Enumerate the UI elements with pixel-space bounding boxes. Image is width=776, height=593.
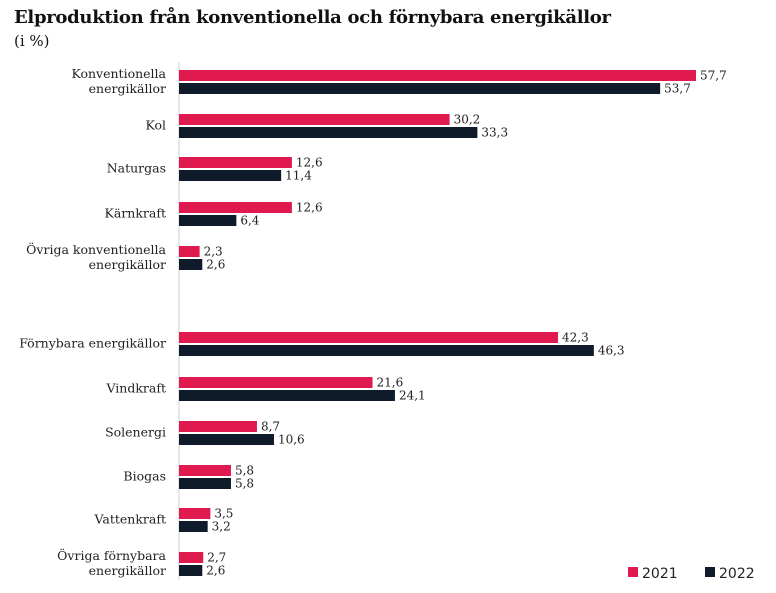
category-label: Övriga konventionella: [26, 241, 166, 257]
category-label: Solenergi: [105, 425, 166, 440]
data-label-2021: 57,7: [700, 69, 727, 83]
data-label-2021: 12,6: [296, 156, 323, 170]
bar-2021: [179, 246, 200, 257]
data-label-2022: 33,3: [481, 126, 508, 140]
category-label: Kärnkraft: [105, 206, 166, 221]
data-label-2021: 2,7: [207, 551, 226, 565]
bar-2021: [179, 202, 292, 213]
chart-title: Elproduktion från konventionella och för…: [14, 7, 611, 28]
category-label: Övriga förnybara: [57, 547, 166, 563]
category-label: energikällor: [89, 81, 166, 96]
data-label-2021: 30,2: [454, 113, 481, 127]
data-label-2021: 3,5: [214, 507, 233, 521]
data-label-2022: 10,6: [278, 433, 305, 447]
bar-2021: [179, 377, 373, 388]
legend-label-2021: 2021: [642, 566, 678, 582]
bar-2021: [179, 157, 292, 168]
bar-2021: [179, 508, 211, 519]
bar-2021: [179, 114, 450, 125]
category-label: energikällor: [89, 257, 166, 272]
bar-2022: [179, 521, 208, 532]
data-label-2022: 53,7: [664, 82, 691, 96]
category-label: Naturgas: [107, 161, 166, 176]
bar-2022: [179, 127, 478, 138]
bar-2022: [179, 345, 594, 356]
bar-2021: [179, 70, 696, 81]
chart-subtitle: (i %): [14, 32, 50, 50]
bar-2022: [179, 170, 282, 181]
data-label-2022: 3,2: [212, 520, 231, 534]
data-label-2021: 21,6: [377, 376, 404, 390]
legend-swatch-2022: [705, 567, 715, 577]
bar-2022: [179, 390, 395, 401]
bar-2022: [179, 215, 237, 226]
bar-2021: [179, 332, 559, 343]
bar-2022: [179, 259, 203, 270]
category-label: Vindkraft: [105, 381, 166, 396]
data-label-2021: 2,3: [204, 245, 223, 259]
bar-2021: [179, 552, 204, 563]
category-label: energikällor: [89, 563, 166, 578]
data-label-2021: 12,6: [296, 201, 323, 215]
data-label-2022: 2,6: [206, 258, 225, 272]
category-label: Biogas: [123, 469, 166, 484]
data-label-2022: 11,4: [285, 169, 312, 183]
category-label: Konventionella: [71, 66, 166, 81]
legend-swatch-2021: [628, 567, 638, 577]
bar-2021: [179, 465, 231, 476]
data-label-2021: 42,3: [562, 331, 589, 345]
data-label-2022: 6,4: [240, 214, 259, 228]
bar-2022: [179, 565, 203, 576]
data-label-2022: 46,3: [598, 344, 625, 358]
legend-label-2022: 2022: [719, 566, 755, 582]
category-label: Vattenkraft: [94, 512, 166, 527]
data-label-2022: 24,1: [399, 389, 426, 403]
bar-2022: [179, 434, 274, 445]
bar-2022: [179, 478, 231, 489]
category-label: Förnybara energikällor: [19, 336, 166, 351]
bar-2022: [179, 83, 661, 94]
data-label-2021: 5,8: [235, 464, 254, 478]
data-label-2021: 8,7: [261, 420, 280, 434]
bar-2021: [179, 421, 257, 432]
data-label-2022: 2,6: [206, 564, 225, 578]
data-label-2022: 5,8: [235, 477, 254, 491]
category-label: Kol: [145, 118, 166, 133]
